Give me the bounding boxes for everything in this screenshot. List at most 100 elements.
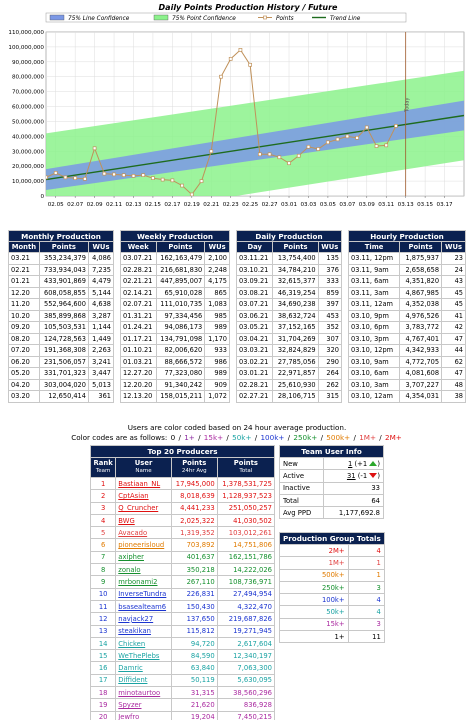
daily-row: 03.10.21 34,784,210 376 xyxy=(235,263,343,276)
producer-user-link[interactable]: Damric xyxy=(115,661,172,675)
chart-title: Daily Points Production History / Future xyxy=(159,3,338,12)
weekly-row: 01.10.21 82,006,620 933 xyxy=(120,344,230,357)
daily-row: 03.05.21 37,152,165 352 xyxy=(235,321,343,334)
monthly-points-cell: 124,728,563 xyxy=(38,332,89,345)
producer-row: 6 pioneerisloud 703,892 14,751,806 xyxy=(89,538,276,552)
producer-user-link[interactable]: mrbonami2 xyxy=(115,575,172,589)
y-tick-label: 110,000,000 xyxy=(8,30,44,36)
points-marker xyxy=(345,134,350,139)
weekly-points-cell: 111,010,735 xyxy=(155,298,206,311)
daily-points-cell: 46,319,254 xyxy=(272,286,319,299)
daily-wus-cell: 262 xyxy=(317,378,343,391)
monthly-month-cell: 05.20 xyxy=(8,367,40,380)
monthly-wus-cell: 4,479 xyxy=(87,275,115,288)
producer-user-link[interactable]: BWG xyxy=(115,513,172,528)
producer-avg-cell: 4,441,233 xyxy=(170,501,218,515)
weekly-row: 12.20.20 91,340,242 909 xyxy=(120,378,230,391)
weekly-row: 01.17.21 134,791,098 1,170 xyxy=(120,332,230,345)
daily-wus-cell: 333 xyxy=(317,275,343,288)
group-total-value: 1 xyxy=(347,568,385,582)
producer-total-cell: 41,030,502 xyxy=(216,513,276,528)
producer-user-link[interactable]: axipher xyxy=(115,550,172,565)
producer-total-cell: 108,736,971 xyxy=(216,575,276,589)
hourly-points-cell: 4,867,985 xyxy=(399,286,443,299)
producer-user-link[interactable]: minotaurtoo xyxy=(115,686,172,700)
points-marker xyxy=(374,144,379,148)
points-marker xyxy=(83,177,87,181)
producer-user-link[interactable]: navjack27 xyxy=(115,612,172,626)
monthly-wus-cell: 5,013 xyxy=(87,378,115,391)
producer-user-link[interactable]: Chicken xyxy=(115,636,172,651)
y-tick-label: 70,000,000 xyxy=(12,90,44,96)
producer-row: 5 Avacado 1,319,352 103,012,261 xyxy=(89,526,276,540)
hourly-row: 03.10, 6pm 3,783,772 42 xyxy=(347,321,466,334)
producer-rank-cell: 12 xyxy=(89,612,117,626)
points-marker xyxy=(141,173,146,177)
hourly-time-cell: 03.10, 9pm xyxy=(347,309,401,322)
monthly-month-cell: 06.20 xyxy=(8,355,40,368)
daily-points-cell: 31,704,269 xyxy=(272,332,319,345)
points-marker xyxy=(316,147,321,151)
monthly-month-cell: 03.20 xyxy=(8,390,40,403)
daily-row: 03.09.21 32,615,377 333 xyxy=(235,275,343,288)
producer-user-link[interactable]: WeThePlebs xyxy=(115,649,172,663)
hourly-row: 03.10, 6am 4,081,608 47 xyxy=(347,367,466,380)
weekly-week-cell: 01.24.21 xyxy=(120,321,157,334)
group-total-row: 250k+ 3 xyxy=(279,580,385,595)
producer-avg-cell: 19,204 xyxy=(170,710,218,720)
team-info-count-link[interactable]: 1 xyxy=(348,459,353,468)
producer-user-link[interactable]: Bastiaan_NL xyxy=(115,476,172,491)
producer-avg-cell: 50,119 xyxy=(170,673,218,688)
producers-header-avg-main: Points xyxy=(182,459,207,467)
daily-points-cell: 32,824,829 xyxy=(272,344,319,357)
team-info-count-link[interactable]: 31 xyxy=(346,471,356,480)
producer-avg-cell: 137,650 xyxy=(170,612,218,626)
monthly-row: 03.21 353,234,379 4,086 xyxy=(8,252,115,265)
producer-row: 14 Chicken 94,720 2,617,604 xyxy=(89,636,276,651)
weekly-points-cell: 91,340,242 xyxy=(155,378,206,391)
legend-points-label: Points xyxy=(276,16,294,22)
producer-user-link[interactable]: Jewfro xyxy=(115,710,172,720)
weekly-header-points: Points xyxy=(155,241,206,253)
daily-wus-cell: 307 xyxy=(317,332,343,345)
producer-user-link[interactable]: CptAsian xyxy=(115,489,172,503)
daily-wus-cell: 453 xyxy=(317,309,343,322)
points-marker xyxy=(170,178,175,183)
monthly-month-cell: 03.21 xyxy=(8,252,40,265)
producer-total-cell: 2,617,604 xyxy=(216,636,276,651)
monthly-row: 05.20 331,701,323 3,447 xyxy=(8,367,115,380)
producer-user-link[interactable]: pioneerisloud xyxy=(115,538,172,552)
daily-points-cell: 27,785,056 xyxy=(272,355,319,368)
producer-user-link[interactable]: InverseTundra xyxy=(115,587,172,601)
producer-user-link[interactable]: steakikan xyxy=(115,624,172,638)
hourly-time-cell: 03.11, 3am xyxy=(347,286,401,299)
weekly-wus-cell: 1,083 xyxy=(204,298,230,311)
producer-row: 12 navjack27 137,650 219,687,826 xyxy=(89,612,276,626)
monthly-month-cell: 04.20 xyxy=(8,378,40,391)
producer-user-link[interactable]: Avacado xyxy=(115,526,172,540)
production-group-totals-table: Production Group Totals 2M+ 4 1M+ 1 500k+ 1 25… xyxy=(279,532,385,644)
producer-avg-cell: 115,812 xyxy=(170,624,218,638)
monthly-points-cell: 733,934,043 xyxy=(38,263,89,276)
producer-user-link[interactable]: Diffident xyxy=(115,673,172,688)
producer-user-link[interactable]: bsasealteam6 xyxy=(115,599,172,614)
weekly-wus-cell: 986 xyxy=(204,355,230,368)
producer-user-link[interactable]: Q_Cruncher xyxy=(115,501,172,515)
producer-row: 15 WeThePlebs 84,590 12,340,197 xyxy=(89,649,276,663)
points-marker xyxy=(364,125,369,130)
hourly-wus-cell: 41 xyxy=(441,309,466,322)
production-group-totals-title: Production Group Totals xyxy=(279,532,385,545)
daily-points-cell: 34,690,238 xyxy=(272,298,319,311)
weekly-week-cell: 12.13.20 xyxy=(120,390,157,403)
producer-user-link[interactable]: Spyzer xyxy=(115,698,172,712)
points-marker xyxy=(384,143,389,148)
daily-day-cell: 02.27.21 xyxy=(235,390,274,403)
daily-points-cell: 28,106,715 xyxy=(272,390,319,403)
group-total-value: 11 xyxy=(347,630,385,644)
producer-row: 19 Spyzer 21,620 836,928 xyxy=(89,698,276,712)
producer-avg-cell: 226,831 xyxy=(170,587,218,601)
weekly-points-cell: 88,666,572 xyxy=(155,355,206,368)
producer-user-link[interactable]: zonalo xyxy=(115,563,172,577)
hourly-wus-cell: 47 xyxy=(441,367,466,380)
monthly-wus-cell: 2,263 xyxy=(87,344,115,357)
